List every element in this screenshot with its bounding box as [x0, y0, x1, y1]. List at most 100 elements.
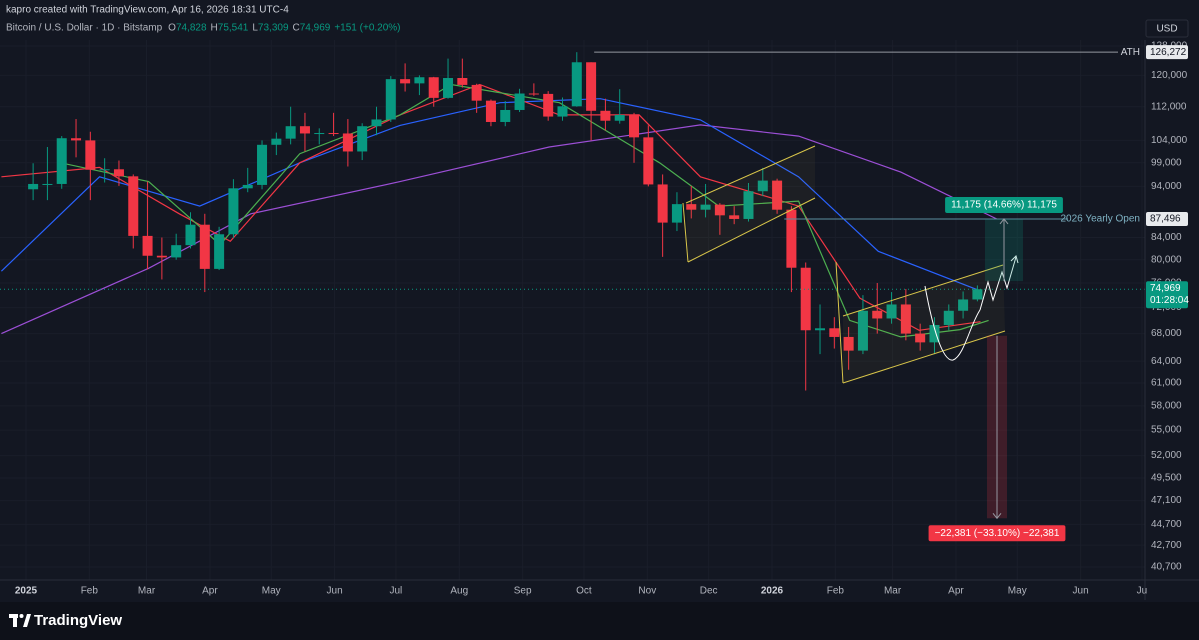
- channel-line: [687, 197, 816, 263]
- x-tick-label: May: [1008, 586, 1027, 597]
- moving-average: [1, 124, 998, 335]
- footer-bar: [0, 602, 1199, 640]
- candle-body: [299, 126, 310, 134]
- candle-body: [671, 204, 682, 223]
- arrow-head: [1010, 255, 1019, 264]
- drawings: [682, 145, 1019, 384]
- candle-body: [42, 183, 53, 185]
- candle-body: [142, 235, 153, 256]
- candle-body: [729, 215, 740, 219]
- ohlc-value: 73,309: [258, 23, 289, 34]
- candle-body: [757, 180, 768, 192]
- y-tick-label: 55,000: [1151, 425, 1182, 436]
- candle-body: [829, 328, 840, 337]
- candle-body: [528, 93, 539, 95]
- y-tick-label: 112,000: [1151, 101, 1187, 112]
- projection-path: [979, 256, 1017, 311]
- x-tick-label: 2026: [761, 586, 784, 597]
- candle-body: [471, 84, 482, 101]
- candle-body: [113, 169, 124, 177]
- x-tick-label: Feb: [827, 586, 845, 597]
- candle-body: [242, 184, 253, 189]
- candle-body: [600, 110, 611, 121]
- channel-line: [682, 202, 689, 263]
- x-tick-label: Jul: [390, 586, 403, 597]
- ohlc-key: O: [168, 23, 176, 34]
- channel-line: [842, 330, 1006, 384]
- candle-body: [786, 209, 797, 268]
- x-tick-label: Nov: [638, 586, 656, 597]
- y-tick-label: 68,000: [1151, 328, 1182, 339]
- candle-body: [629, 114, 640, 138]
- candle-body: [400, 79, 411, 84]
- moving-average: [0, 98, 981, 292]
- change: +151 (+0.20%): [334, 23, 400, 34]
- x-tick-label: 2025: [15, 586, 38, 597]
- candle-body: [657, 184, 668, 223]
- measure-arrow-head: [992, 512, 1002, 520]
- candle-body: [485, 100, 496, 122]
- candle-body: [171, 245, 182, 258]
- ohlc-key: C: [293, 23, 300, 34]
- currency[interactable]: USD: [1156, 24, 1177, 35]
- x-tick-label: Apr: [202, 586, 218, 597]
- measures: 11,175 (14.66%) 11,175 −22,381 (−33.10%) …: [928, 196, 1066, 542]
- channel-fill: [843, 265, 1005, 383]
- level-name: ATH: [1121, 47, 1140, 58]
- candle-body: [915, 333, 926, 343]
- candle-body: [271, 138, 282, 145]
- candle-body: [943, 310, 954, 325]
- candle-body: [700, 204, 711, 210]
- last-price-tag: [1146, 281, 1188, 309]
- candle-body: [543, 93, 554, 117]
- cup-curve: [924, 285, 981, 361]
- price-tag-label: 126,272: [1150, 47, 1187, 58]
- x-tick-label: Mar: [884, 586, 902, 597]
- candle-body: [872, 310, 883, 319]
- candle-body: [414, 77, 425, 84]
- ohlc: O 74,828 H 75,541 L 73,309 C 74,969 +151 (+0.20%…: [168, 23, 400, 34]
- candles: [28, 52, 983, 391]
- level-name: 2026 Yearly Open: [1060, 214, 1140, 225]
- candle-body: [428, 77, 439, 98]
- brand: TradingView: [34, 612, 122, 629]
- currency-box[interactable]: [1145, 19, 1189, 38]
- candle-body: [614, 114, 625, 121]
- grid: [0, 40, 1145, 580]
- measure-label: 11,175 (14.66%) 11,175: [951, 200, 1057, 211]
- price-tag-label: 87,496: [1150, 214, 1181, 225]
- candle-body: [586, 62, 597, 111]
- candle-body: [199, 224, 210, 269]
- candle-body: [342, 133, 353, 152]
- logo-part: [13, 614, 17, 627]
- y-tick-label: 44,700: [1151, 519, 1182, 530]
- x-tick-label: Oct: [576, 586, 592, 597]
- candle-body: [185, 224, 196, 246]
- credit: kapro created with TradingView.com, Apr …: [6, 5, 289, 16]
- candle-body: [843, 336, 854, 351]
- y-tick-label: 94,000: [1151, 181, 1182, 192]
- y-tick-label: 120,000: [1151, 70, 1188, 81]
- y-tick-label: 64,000: [1151, 356, 1182, 367]
- channel-line: [835, 261, 844, 384]
- candle-body: [714, 204, 725, 216]
- y-tick-label: 58,000: [1151, 401, 1182, 412]
- candle-body: [214, 234, 225, 269]
- candle-body: [958, 299, 969, 311]
- ohlc-key: L: [252, 23, 258, 34]
- ohlc-value: 75,541: [218, 23, 249, 34]
- y-tick-label: 40,700: [1151, 562, 1182, 573]
- candle-body: [800, 267, 811, 331]
- x-tick-label: Mar: [138, 586, 156, 597]
- price-tag: [1146, 45, 1188, 60]
- x-tick-label: Dec: [700, 586, 718, 597]
- candle-body: [371, 119, 382, 127]
- x-tick-label: Ju: [1137, 586, 1148, 597]
- measure-label-box: [945, 196, 1063, 213]
- candle-body: [686, 204, 697, 210]
- candle-body: [500, 109, 511, 122]
